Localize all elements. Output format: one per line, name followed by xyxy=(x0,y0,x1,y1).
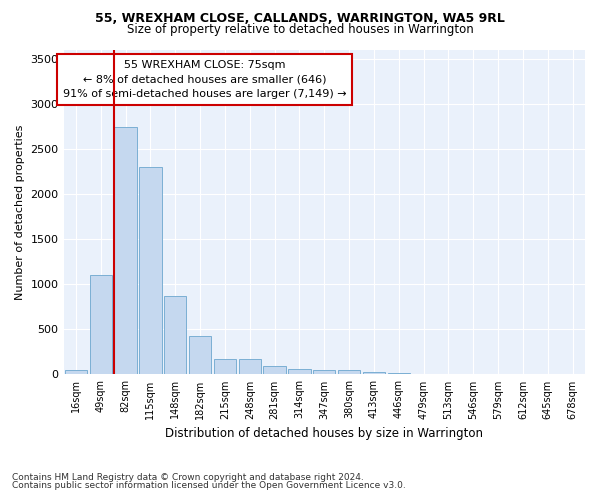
Text: Size of property relative to detached houses in Warrington: Size of property relative to detached ho… xyxy=(127,23,473,36)
Bar xyxy=(115,126,137,374)
Text: 55 WREXHAM CLOSE: 75sqm
← 8% of detached houses are smaller (646)
91% of semi-de: 55 WREXHAM CLOSE: 75sqm ← 8% of detached… xyxy=(62,60,346,100)
Bar xyxy=(214,359,236,374)
Text: Contains HM Land Registry data © Crown copyright and database right 2024.: Contains HM Land Registry data © Crown c… xyxy=(12,472,364,482)
Bar xyxy=(164,296,187,374)
Bar xyxy=(65,370,87,374)
Bar xyxy=(89,276,112,374)
Bar xyxy=(288,368,311,374)
Bar xyxy=(263,366,286,374)
Text: 55, WREXHAM CLOSE, CALLANDS, WARRINGTON, WA5 9RL: 55, WREXHAM CLOSE, CALLANDS, WARRINGTON,… xyxy=(95,12,505,26)
Bar xyxy=(139,167,161,374)
Bar xyxy=(313,370,335,374)
Bar xyxy=(338,370,360,374)
X-axis label: Distribution of detached houses by size in Warrington: Distribution of detached houses by size … xyxy=(165,427,483,440)
Bar xyxy=(239,359,261,374)
Y-axis label: Number of detached properties: Number of detached properties xyxy=(15,124,25,300)
Bar xyxy=(388,372,410,374)
Text: Contains public sector information licensed under the Open Government Licence v3: Contains public sector information licen… xyxy=(12,482,406,490)
Bar xyxy=(189,336,211,374)
Bar xyxy=(363,372,385,374)
